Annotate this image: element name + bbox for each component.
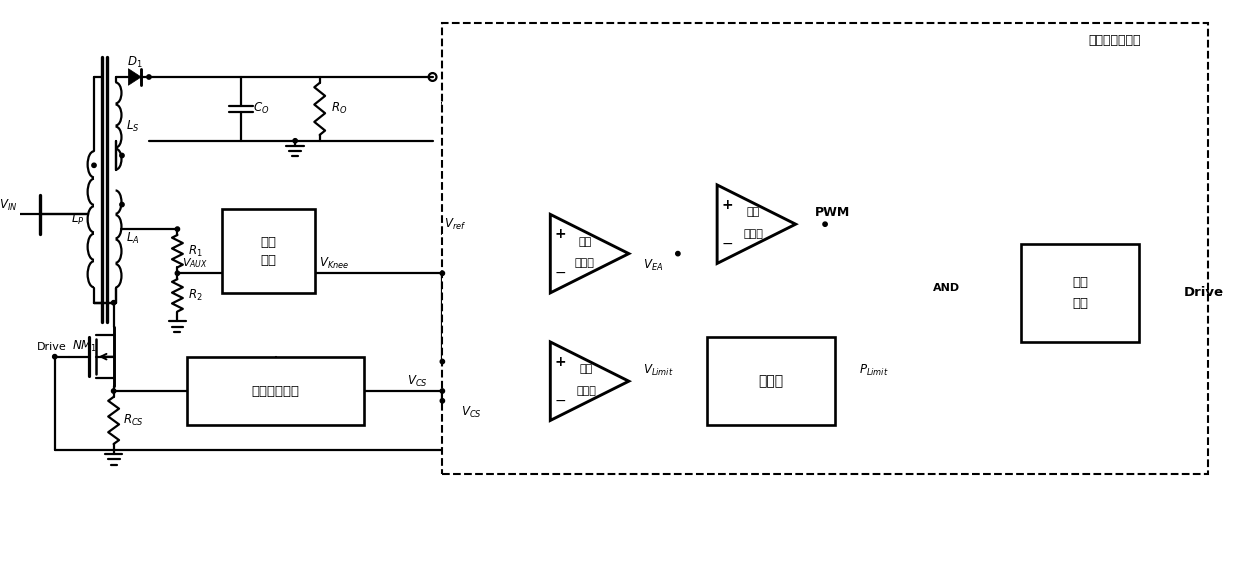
Circle shape bbox=[112, 300, 115, 305]
Circle shape bbox=[52, 355, 57, 359]
Text: AND: AND bbox=[934, 283, 960, 293]
Text: $R_{CS}$: $R_{CS}$ bbox=[123, 413, 144, 428]
Text: $L_S$: $L_S$ bbox=[126, 119, 140, 134]
Circle shape bbox=[146, 75, 151, 79]
Text: 误差: 误差 bbox=[578, 237, 591, 247]
Text: $D_1$: $D_1$ bbox=[126, 55, 143, 70]
Circle shape bbox=[120, 154, 124, 158]
Text: Drive: Drive bbox=[1183, 286, 1223, 299]
Text: 自适应启动电路: 自适应启动电路 bbox=[1089, 34, 1141, 47]
Text: 采样: 采样 bbox=[260, 236, 277, 249]
Text: +: + bbox=[554, 227, 565, 241]
Text: $V_{Knee}$: $V_{Knee}$ bbox=[319, 256, 350, 271]
Text: 比较器: 比较器 bbox=[744, 229, 764, 239]
Text: $L_A$: $L_A$ bbox=[126, 231, 140, 246]
Circle shape bbox=[823, 222, 827, 226]
Text: $V_O$: $V_O$ bbox=[439, 101, 455, 116]
Bar bbox=[1022, 244, 1140, 342]
Circle shape bbox=[175, 271, 180, 276]
Text: $R_O$: $R_O$ bbox=[331, 101, 347, 116]
Text: $R_1$: $R_1$ bbox=[187, 244, 202, 259]
Circle shape bbox=[175, 227, 180, 231]
Bar bbox=[222, 210, 315, 293]
Text: 放大器: 放大器 bbox=[574, 258, 595, 268]
Text: $V_{CS}$: $V_{CS}$ bbox=[407, 374, 428, 388]
Text: 前沿消隐电路: 前沿消隐电路 bbox=[252, 384, 300, 398]
Text: $L_P$: $L_P$ bbox=[71, 212, 84, 227]
Bar bbox=[187, 356, 363, 425]
Circle shape bbox=[440, 389, 444, 393]
Text: 锁存器: 锁存器 bbox=[759, 374, 784, 388]
Circle shape bbox=[676, 252, 680, 256]
Text: $V_{CS}$: $V_{CS}$ bbox=[461, 405, 482, 420]
Text: $V_{Limit}$: $V_{Limit}$ bbox=[642, 363, 673, 378]
Text: −: − bbox=[554, 266, 565, 280]
Text: −: − bbox=[554, 394, 565, 408]
Circle shape bbox=[112, 389, 115, 393]
Polygon shape bbox=[129, 69, 141, 85]
Text: $R_2$: $R_2$ bbox=[187, 288, 202, 303]
Bar bbox=[707, 337, 835, 425]
Text: $V_{EA}$: $V_{EA}$ bbox=[644, 258, 663, 273]
Text: $NM_1$: $NM_1$ bbox=[72, 339, 98, 354]
Text: $V_{IN}$: $V_{IN}$ bbox=[0, 198, 17, 213]
Text: $V_{AUX}$: $V_{AUX}$ bbox=[182, 257, 208, 270]
Text: 电路: 电路 bbox=[1073, 297, 1089, 310]
Bar bbox=[443, 23, 1208, 474]
Text: +: + bbox=[722, 198, 733, 211]
Text: 第二: 第二 bbox=[580, 364, 593, 374]
Text: $P_{Limit}$: $P_{Limit}$ bbox=[859, 363, 889, 378]
Circle shape bbox=[440, 399, 444, 403]
Text: $V_{ref}$: $V_{ref}$ bbox=[444, 217, 466, 231]
Text: +: + bbox=[554, 355, 565, 368]
Text: 比较器: 比较器 bbox=[577, 386, 596, 396]
Circle shape bbox=[120, 202, 124, 207]
Circle shape bbox=[92, 163, 97, 167]
Text: Drive: Drive bbox=[37, 342, 67, 352]
Text: PWM: PWM bbox=[815, 206, 851, 219]
Text: −: − bbox=[722, 237, 733, 251]
Text: 驱动: 驱动 bbox=[1073, 276, 1089, 289]
Circle shape bbox=[293, 139, 298, 143]
Circle shape bbox=[440, 359, 444, 364]
Text: $C_O$: $C_O$ bbox=[253, 101, 269, 116]
Circle shape bbox=[440, 271, 444, 276]
Text: 电路: 电路 bbox=[260, 253, 277, 266]
Text: 第一: 第一 bbox=[746, 207, 760, 217]
